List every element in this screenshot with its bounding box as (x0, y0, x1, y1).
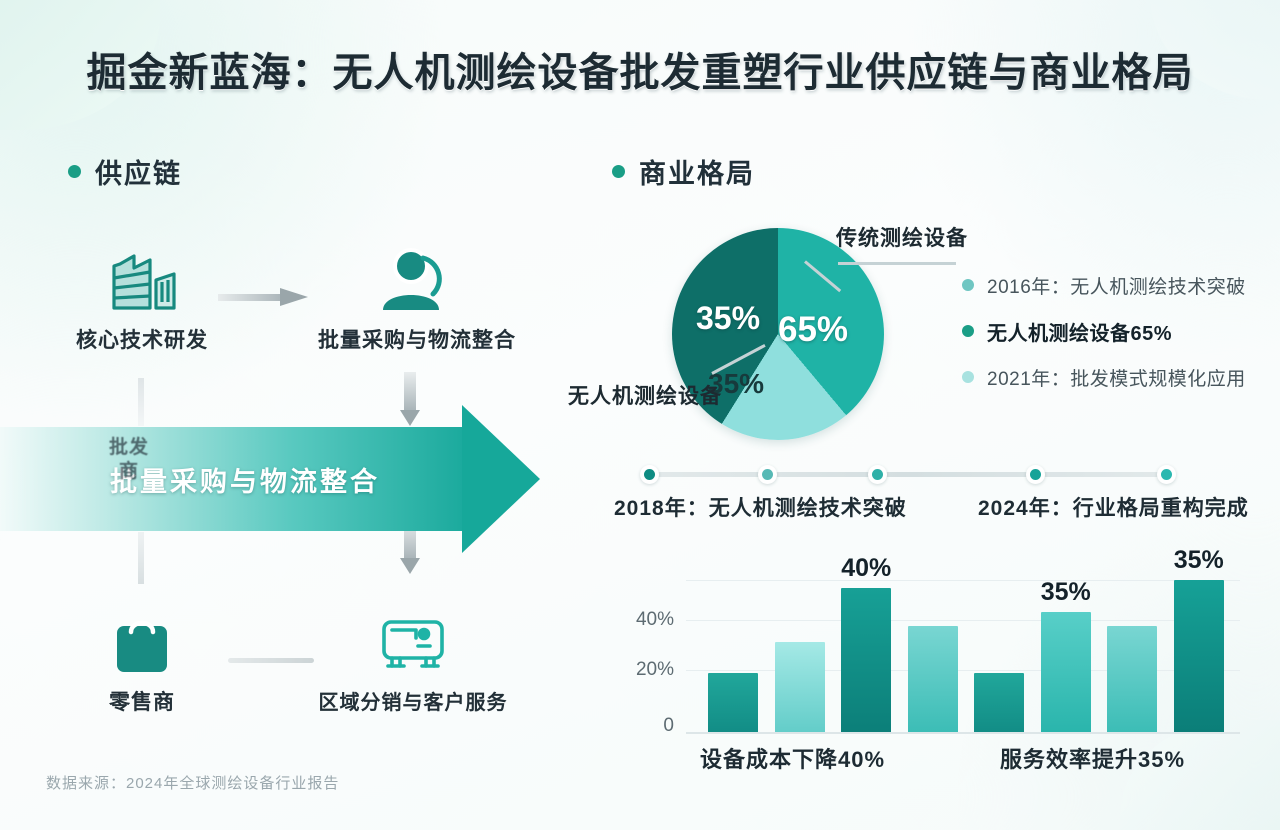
bar-cell (700, 572, 767, 732)
bullet-dot-icon (68, 165, 81, 178)
bar[interactable] (1107, 626, 1158, 732)
section-header-supply-chain: 供应链 (68, 152, 182, 191)
timeline-dot[interactable] (1157, 465, 1176, 484)
bar-series: 40% 35% 35% (700, 546, 1233, 732)
connector-line (138, 378, 144, 426)
pie-callout-uav: 无人机测绘设备 (568, 385, 722, 408)
bar-cell (900, 572, 967, 732)
section-label-business: 商业格局 (639, 159, 755, 189)
band-body (0, 427, 470, 531)
section-header-business: 商业格局 (612, 152, 755, 191)
section-label-supply-chain: 供应链 (95, 159, 182, 189)
bar-cell: 40% (833, 554, 900, 732)
supply-node-rd: 核心技术研发 (47, 238, 237, 354)
gridline (686, 670, 1240, 671)
arrow-down-icon (400, 372, 420, 426)
bar[interactable]: 35% (1041, 578, 1091, 732)
legend-dot-icon (962, 325, 974, 337)
truck-icon (318, 600, 508, 678)
timeline-dot[interactable] (868, 465, 887, 484)
supply-node-pc: 批量采购与物流整合 (318, 238, 516, 354)
band-arrow-head-icon (462, 405, 540, 553)
user-icon (318, 238, 508, 316)
x-axis (686, 732, 1240, 734)
pie-legend: 2016年：无人机测绘技术突破 无人机测绘设备65% 2021年：批发模式规模化… (962, 262, 1280, 400)
callout-leader-line (838, 262, 956, 265)
bar[interactable] (774, 642, 825, 732)
bar[interactable] (708, 672, 759, 732)
source-note: 数据来源：2024年全球测绘设备行业报告 (46, 775, 340, 792)
timeline-dot[interactable] (640, 465, 659, 484)
timeline-caption: 2018年：无人机测绘技术突破 (614, 497, 907, 520)
bar[interactable]: 40% (841, 554, 891, 732)
legend-label: 2016年：无人机测绘技术突破 (987, 276, 1246, 298)
timeline-dot[interactable] (758, 465, 777, 484)
timeline-dot[interactable] (1026, 465, 1045, 484)
y-tick-label: 40% (635, 609, 674, 630)
pie-value-label: 35% (708, 368, 765, 399)
supply-node-label: 核心技术研发 (76, 329, 208, 352)
pie-value-label: 35% (696, 300, 761, 336)
timeline-track (646, 472, 1170, 477)
wholesaler-vertical-label: 批发商 (108, 437, 149, 482)
shopping-bag-icon (47, 600, 237, 678)
arrow-right-icon (218, 288, 310, 306)
bar-cell (767, 572, 834, 732)
legend-item[interactable]: 2021年：批发模式规模化应用 (962, 354, 1280, 400)
bar-group-label: 服务效率提升35% (1000, 747, 1186, 772)
connector-line (138, 532, 144, 584)
bar-group-label: 设备成本下降40% (700, 747, 886, 772)
supply-node-label: 区域分销与客户服务 (318, 692, 508, 714)
connector-line (228, 658, 314, 663)
page-title: 掘金新蓝海：无人机测绘设备批发重塑行业供应链与商业格局 (86, 51, 1194, 95)
bar-cell (966, 572, 1033, 732)
timeline (640, 465, 1176, 484)
bar-value-label: 35% (1040, 578, 1091, 606)
timeline-caption: 2024年：行业格局重构完成 (978, 497, 1249, 520)
supply-node-rt: 零售商 (47, 600, 237, 716)
y-tick-label: 20% (635, 659, 674, 680)
legend-label: 2021年：批发模式规模化应用 (987, 368, 1246, 390)
process-arrow-band: 批量采购与物流整合 (0, 405, 560, 553)
supply-node-label: 零售商 (109, 691, 175, 714)
bar-cell: 35% (1166, 546, 1233, 732)
legend-label: 无人机测绘设备65% (987, 322, 1173, 345)
supply-node-label: 批量采购与物流整合 (318, 329, 516, 352)
pie-callout-traditional: 传统测绘设备 (836, 227, 968, 250)
gridline (686, 620, 1240, 621)
bar-value-label: 40% (841, 554, 892, 582)
bar-cell (1099, 572, 1166, 732)
legend-dot-icon (962, 371, 974, 383)
band-label: 批量采购与物流整合 (110, 466, 380, 497)
bar[interactable] (974, 672, 1025, 732)
legend-item[interactable]: 2016年：无人机测绘技术突破 (962, 262, 1280, 308)
factory-icon (47, 238, 237, 316)
bar-chart: 40% 20% 0 40% 35% 35% (614, 546, 1240, 736)
legend-item[interactable]: 无人机测绘设备65% (962, 308, 1280, 354)
bar-value-label: 35% (1173, 546, 1224, 574)
y-tick-label: 0 (663, 715, 674, 736)
gridline (686, 580, 1240, 581)
legend-dot-icon (962, 279, 974, 291)
bar[interactable] (907, 626, 958, 732)
bar[interactable]: 35% (1174, 546, 1224, 732)
pie-value-label: 65% (778, 310, 849, 349)
supply-node-ds: 区域分销与客户服务 (318, 600, 508, 715)
decor-bottom-right (1120, 720, 1280, 830)
bar-cell: 35% (1033, 572, 1100, 732)
bullet-dot-icon (612, 165, 625, 178)
